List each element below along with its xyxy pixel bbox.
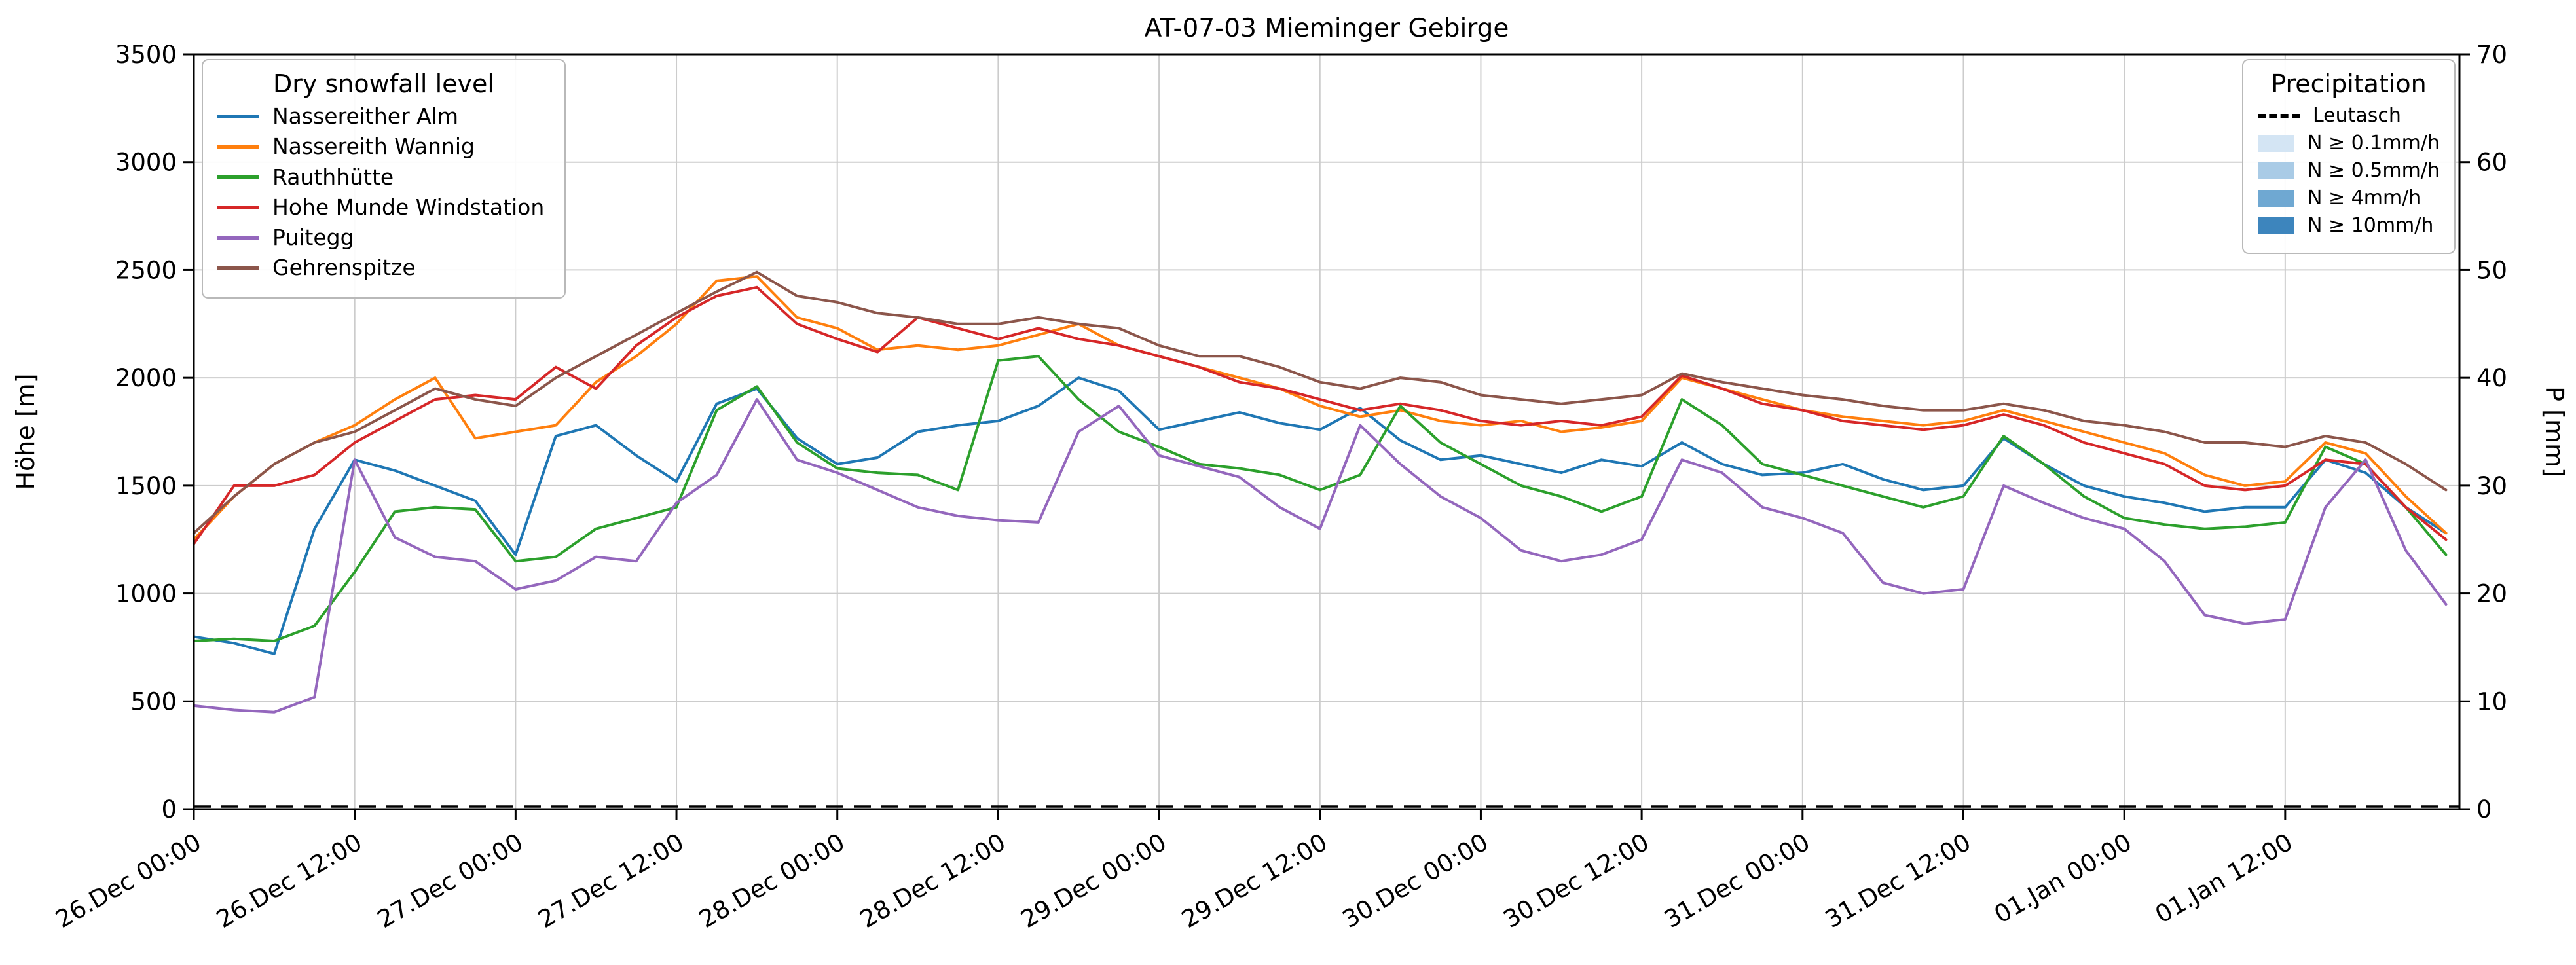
precip-class-swatch	[2258, 162, 2294, 179]
xtick-label: 27.Dec 00:00	[373, 828, 528, 934]
series-line-gehrenspitze	[193, 270, 2448, 535]
ytick-label-right: 10	[2476, 687, 2507, 716]
ytick-label-right: 40	[2476, 364, 2507, 392]
series-color-swatch	[217, 236, 259, 240]
xtick-label: 01.Jan 00:00	[1989, 828, 2136, 929]
series-line-puitegg	[193, 398, 2448, 714]
legend-item-nassereither-alm: Nassereither Alm	[217, 103, 550, 129]
chart-title: AT-07-03 Mieminger Gebirge	[1145, 14, 1509, 43]
legend-dry-snowfall-level: Dry snowfall level Nassereither Alm Nass…	[202, 59, 566, 299]
ytick-label-left: 2000	[115, 364, 177, 392]
ytick-label-right: 30	[2476, 472, 2507, 500]
legend-item-precip-class-3: N ≥ 10mm/h	[2258, 215, 2440, 236]
xtick-label: 31.Dec 00:00	[1659, 828, 1814, 934]
series-label: Nassereith Wannig	[272, 134, 475, 160]
legend-precipitation: Precipitation Leutasch N ≥ 0.1mm/h N ≥ 0…	[2242, 59, 2456, 254]
ytick-label-left: 3500	[115, 41, 177, 69]
series-line-nassereither-alm	[193, 376, 2448, 655]
legend-item-hohe-munde-windstation: Hohe Munde Windstation	[217, 194, 550, 220]
precip-class-swatch	[2258, 189, 2294, 207]
series-color-swatch	[217, 145, 259, 149]
precip-station-label: Leutasch	[2313, 104, 2401, 127]
xtick-label: 27.Dec 12:00	[534, 828, 689, 934]
legend-item-nassereith-wannig: Nassereith Wannig	[217, 134, 550, 160]
series-color-swatch	[217, 175, 259, 179]
legend-item-precip-class-0: N ≥ 0.1mm/h	[2258, 132, 2440, 154]
xtick-label: 30.Dec 00:00	[1338, 828, 1493, 934]
series-label: Nassereither Alm	[272, 103, 459, 129]
precip-class-label: N ≥ 10mm/h	[2308, 214, 2434, 237]
xtick-label: 31.Dec 12:00	[1820, 828, 1976, 934]
ytick-label-left: 1500	[115, 472, 177, 500]
series-color-swatch	[217, 206, 259, 210]
precip-class-swatch	[2258, 217, 2294, 234]
ytick-label-right: 0	[2476, 795, 2492, 824]
ytick-label-left: 500	[130, 687, 177, 716]
ytick-label-left: 3000	[115, 149, 177, 177]
ylabel-right: P [mm]	[2540, 386, 2569, 477]
series-line-nassereith-wannig	[193, 275, 2448, 541]
dashed-line-swatch	[2258, 113, 2300, 118]
series-color-swatch	[217, 266, 259, 270]
series-label: Gehrenspitze	[272, 255, 416, 281]
xtick-label: 30.Dec 12:00	[1499, 828, 1654, 934]
legend-item-leutasch: Leutasch	[2258, 105, 2440, 126]
ytick-label-left: 1000	[115, 580, 177, 608]
precip-class-label: N ≥ 0.5mm/h	[2308, 159, 2440, 182]
legend-item-puitegg: Puitegg	[217, 225, 550, 251]
series-label: Puitegg	[272, 225, 354, 251]
legend-item-gehrenspitze: Gehrenspitze	[217, 256, 550, 280]
legend-title-precipitation: Precipitation	[2271, 69, 2427, 98]
xtick-label: 28.Dec 00:00	[694, 828, 849, 934]
precip-class-label: N ≥ 0.1mm/h	[2308, 132, 2440, 155]
xtick-label: 01.Jan 12:00	[2150, 828, 2297, 929]
legend-item-precip-class-2: N ≥ 4mm/h	[2258, 187, 2440, 209]
xtick-label: 29.Dec 12:00	[1177, 828, 1332, 934]
series-line-rauthh-tte	[193, 355, 2448, 642]
ytick-label-right: 70	[2476, 41, 2507, 69]
series-color-swatch	[217, 115, 259, 119]
ytick-label-left: 2500	[115, 256, 177, 284]
ytick-label-right: 50	[2476, 256, 2507, 284]
xtick-label: 29.Dec 00:00	[1016, 828, 1171, 934]
precip-class-swatch	[2258, 134, 2294, 152]
ytick-label-left: 0	[161, 795, 177, 824]
series-label: Rauthhütte	[272, 164, 394, 190]
ytick-label-right: 60	[2476, 149, 2507, 177]
series-line-hohe-munde-windstation	[193, 285, 2448, 545]
legend-item-rauthhuette: Rauthhütte	[217, 164, 550, 190]
xtick-label: 28.Dec 12:00	[855, 828, 1010, 934]
precip-class-label: N ≥ 4mm/h	[2308, 187, 2421, 209]
xtick-label: 26.Dec 00:00	[50, 828, 206, 934]
series-label: Hohe Munde Windstation	[272, 194, 545, 220]
xtick-label: 26.Dec 12:00	[212, 828, 367, 934]
ytick-label-right: 20	[2476, 580, 2507, 608]
legend-item-precip-class-1: N ≥ 0.5mm/h	[2258, 160, 2440, 181]
plot-border	[193, 53, 2461, 810]
ylabel-left: Höhe [m]	[11, 373, 40, 490]
legend-title-dry-snowfall: Dry snowfall level	[273, 69, 494, 98]
